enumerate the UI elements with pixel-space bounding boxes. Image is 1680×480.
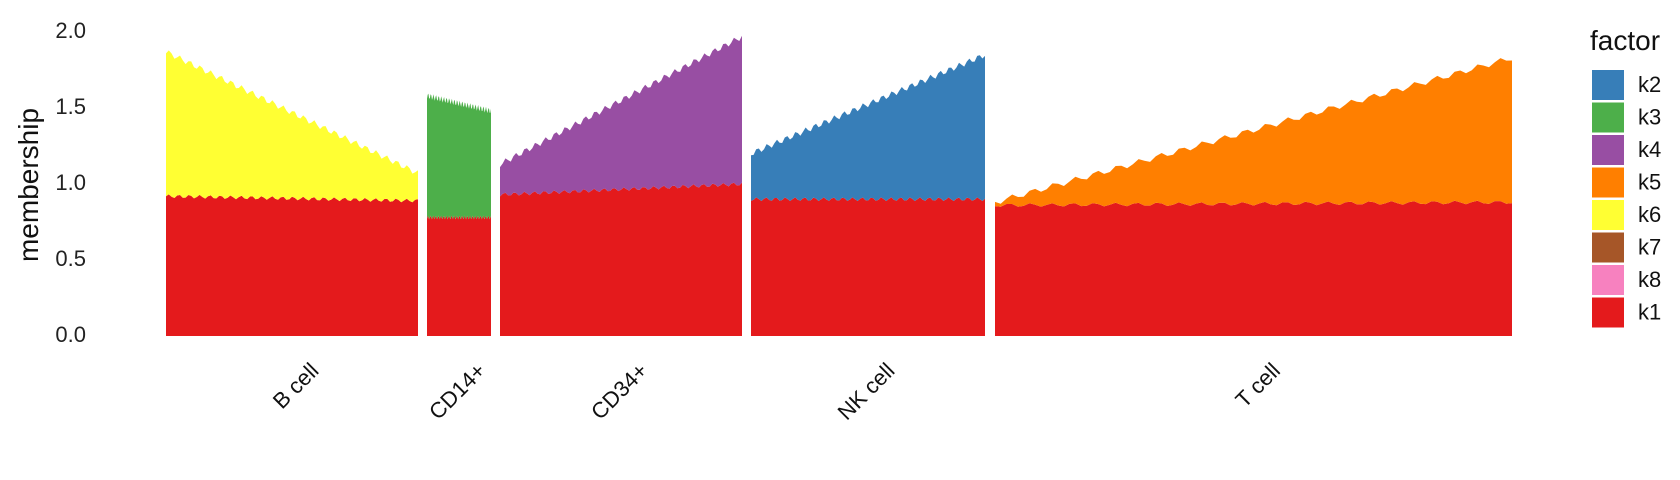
x-tick-label: B cell: [268, 358, 324, 414]
area-k1: [500, 182, 742, 336]
legend-title: factor: [1590, 25, 1660, 56]
group-nk-cell: [751, 55, 985, 336]
group-b-cell: [166, 50, 418, 336]
legend-swatch-k6: [1592, 200, 1624, 230]
legend-swatch-k7: [1592, 232, 1624, 263]
area-k5: [995, 58, 1512, 207]
x-tick-label: CD34+: [586, 358, 653, 425]
legend-label-k7: k7: [1638, 234, 1661, 259]
y-tick-label: 0.5: [55, 246, 86, 271]
area-k4: [500, 35, 742, 197]
legend: factor k2 k3 k4 k5 k6 k7 k8 k1: [1590, 25, 1661, 328]
area-k6: [166, 50, 418, 203]
group-cd34: [500, 35, 742, 336]
legend-label-k2: k2: [1638, 72, 1661, 97]
area-k1: [166, 194, 418, 336]
legend-swatch-k4: [1592, 135, 1624, 165]
x-axis: B cell CD14+ CD34+ NK cell T cell: [268, 358, 1285, 425]
area-k1: [751, 197, 985, 336]
legend-swatch-k1: [1592, 297, 1624, 328]
legend-label-k8: k8: [1638, 267, 1661, 292]
y-tick-label: 1.5: [55, 94, 86, 119]
legend-label-k1: k1: [1638, 299, 1661, 324]
legend-swatch-k8: [1592, 265, 1624, 295]
y-tick-label: 2.0: [55, 18, 86, 43]
area-k1: [995, 200, 1512, 336]
legend-swatch-k2: [1592, 70, 1624, 100]
group-t-cell: [995, 58, 1512, 336]
legend-label-k5: k5: [1638, 169, 1661, 194]
y-axis-title: membership: [13, 108, 44, 262]
area-k1: [427, 215, 491, 336]
x-tick-label: T cell: [1230, 358, 1285, 413]
y-axis: 0.0 0.5 1.0 1.5 2.0 membership: [13, 18, 86, 347]
legend-label-k3: k3: [1638, 104, 1661, 129]
legend-swatch-k5: [1592, 167, 1624, 198]
x-tick-label: CD14+: [424, 358, 491, 425]
y-tick-label: 0.0: [55, 322, 86, 347]
area-k3: [427, 93, 491, 220]
plot-area: [166, 35, 1512, 336]
legend-label-k6: k6: [1638, 202, 1661, 227]
x-tick-label: NK cell: [833, 358, 900, 425]
legend-label-k4: k4: [1638, 137, 1661, 162]
group-cd14: [427, 93, 491, 336]
legend-swatch-k3: [1592, 102, 1624, 133]
area-k2: [751, 55, 985, 202]
y-tick-label: 1.0: [55, 170, 86, 195]
